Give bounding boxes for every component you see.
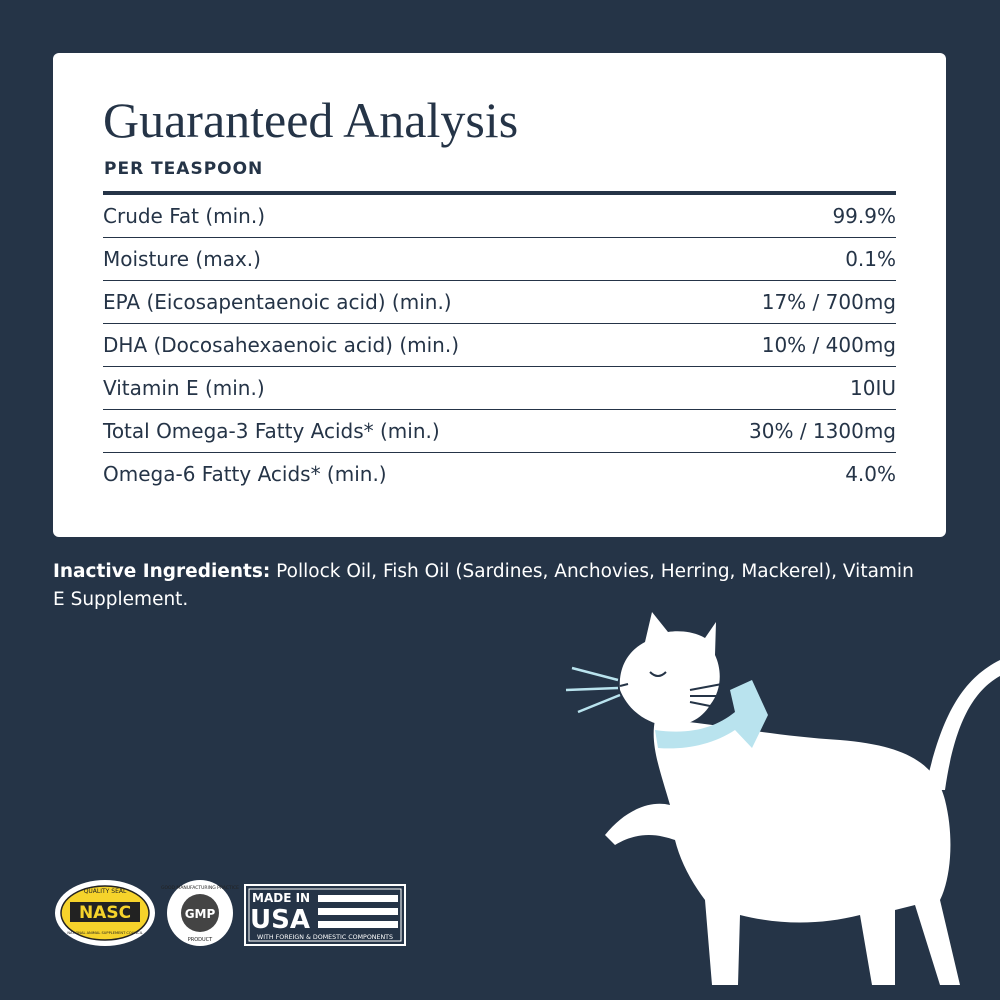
badge-text: WITH FOREIGN & DOMESTIC COMPONENTS (257, 934, 393, 941)
usa-badge: MADE IN USA WITH FOREIGN & DOMESTIC COMP… (244, 884, 406, 946)
subtitle: PER TEASPOON (104, 159, 264, 179)
nutrient-name: EPA (Eicosapentaenoic acid) (min.) (103, 290, 452, 314)
analysis-card: Guaranteed Analysis PER TEASPOON Crude F… (53, 53, 946, 537)
table-row: DHA (Docosahexaenoic acid) (min.) 10% / 4… (103, 324, 896, 367)
table-row: Omega-6 Fatty Acids* (min.) 4.0% (103, 453, 896, 495)
badge-text: NATIONAL ANIMAL SUPPLEMENT COUNCIL (67, 931, 142, 935)
nutrient-name: Moisture (max.) (103, 247, 261, 271)
nutrient-name: Crude Fat (min.) (103, 204, 266, 228)
table-row: Total Omega-3 Fatty Acids* (min.) 30% / 1… (103, 410, 896, 453)
table-row: Vitamin E (min.) 10IU (103, 367, 896, 410)
table-row: EPA (Eicosapentaenoic acid) (min.) 17% / … (103, 281, 896, 324)
nutrient-value: 4.0% (845, 462, 896, 486)
badge-text: USA (250, 905, 310, 935)
inactive-ingredients: Inactive Ingredients: Pollock Oil, Fish … (53, 558, 923, 614)
badge-text: GOOD MANUFACTURING PRACTICE (161, 885, 239, 891)
nutrient-name: DHA (Docosahexaenoic acid) (min.) (103, 333, 460, 357)
badge-text: PRODUCT (188, 937, 213, 943)
inactive-label: Inactive Ingredients: (53, 561, 271, 582)
cat-bow (655, 680, 768, 749)
analysis-table: Crude Fat (min.) 99.9% Moisture (max.) 0.1%… (103, 191, 896, 495)
nutrient-name: Vitamin E (min.) (103, 376, 265, 400)
whiskers (565, 666, 621, 714)
title: Guaranteed Analysis (103, 92, 519, 148)
table-row: Moisture (max.) 0.1% (103, 238, 896, 281)
badge-text: NASC (79, 903, 131, 923)
badge-text: GMP (185, 907, 216, 921)
table-row: Crude Fat (min.) 99.9% (103, 195, 896, 238)
nutrient-name: Total Omega-3 Fatty Acids* (min.) (103, 419, 440, 443)
nutrient-name: Omega-6 Fatty Acids* (min.) (103, 462, 387, 486)
nutrient-value: 99.9% (832, 204, 896, 228)
nutrient-value: 10IU (850, 376, 896, 400)
nutrient-value: 0.1% (845, 247, 896, 271)
badge-text: QUALITY SEAL (84, 888, 127, 895)
nutrient-value: 17% / 700mg (761, 290, 896, 314)
cat (605, 612, 1000, 985)
nutrient-value: 10% / 400mg (761, 333, 896, 357)
nutrient-value: 30% / 1300mg (749, 419, 896, 443)
cat-face (619, 671, 723, 709)
badge-text: MADE IN (252, 891, 310, 905)
gmp-badge: GOOD MANUFACTURING PRACTICE GMP PRODUCT (161, 880, 239, 946)
nasc-badge: QUALITY SEAL NASC NATIONAL ANIMAL SUPPLE… (55, 880, 155, 946)
inactive-text: Pollock Oil, Fish Oil (Sardines, Anchovi… (53, 561, 914, 610)
